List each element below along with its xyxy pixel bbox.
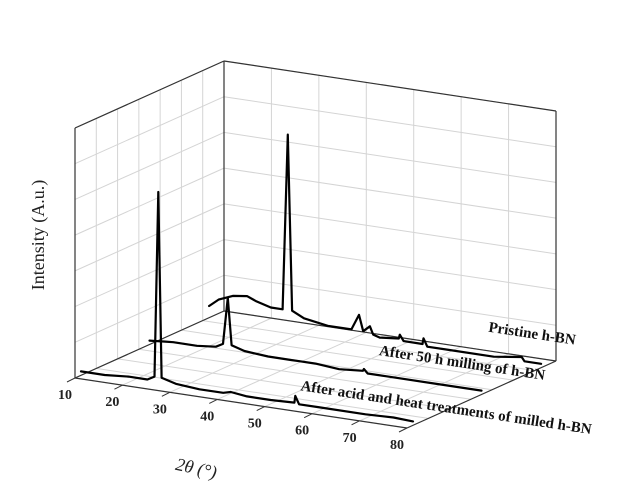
x-tick-mark	[209, 399, 217, 403]
x-tick-mark	[162, 392, 170, 396]
side-wall-horizontal-gridline	[75, 240, 224, 307]
side-wall-horizontal-gridline	[75, 275, 224, 342]
x-tick-mark	[399, 428, 407, 432]
depth-axis-line	[75, 311, 224, 378]
x-tick-mark	[304, 414, 312, 418]
y-axis-title: Intensity (A.u.)	[28, 180, 49, 290]
back-wall-horizontal-gridline	[224, 204, 556, 254]
series-label: Pristine h-BN	[487, 320, 576, 349]
x-tick-label: 70	[343, 431, 357, 446]
x-tick-label: 50	[248, 417, 262, 432]
back-wall-horizontal-gridline	[224, 240, 556, 290]
x-tick-mark	[257, 407, 265, 411]
x-axis-title: 2θ (°)	[174, 454, 219, 483]
x-tick-label: 40	[200, 409, 214, 424]
x-tick-label: 20	[105, 395, 119, 410]
x-tick-label: 10	[58, 388, 72, 403]
floor-x-gridline	[170, 325, 319, 392]
back-wall-horizontal-gridline	[224, 275, 556, 325]
x-tick-label: 80	[390, 438, 404, 453]
side-wall-horizontal-gridline	[75, 204, 224, 271]
x-tick-mark	[352, 421, 360, 425]
x-tick-mark	[67, 378, 75, 382]
x-tick-mark	[114, 385, 122, 389]
side-top-edge	[75, 61, 224, 128]
x-tick-label: 60	[295, 424, 309, 439]
back-wall-horizontal-gridline	[224, 168, 556, 218]
series-trace	[150, 298, 482, 391]
x-tick-label: 30	[153, 402, 167, 417]
series-layer	[81, 135, 541, 422]
side-wall-horizontal-gridline	[75, 132, 224, 199]
back-wall-horizontal-gridline	[224, 97, 556, 147]
series-label: After acid and heat treatments of milled…	[299, 378, 592, 438]
side-wall-horizontal-gridline	[75, 168, 224, 235]
series-label-layer: After acid and heat treatments of milled…	[299, 320, 592, 438]
x-axis-line	[75, 378, 407, 428]
side-wall-horizontal-gridline	[75, 97, 224, 164]
back-top-edge	[224, 61, 556, 111]
back-wall-horizontal-gridline	[224, 132, 556, 182]
